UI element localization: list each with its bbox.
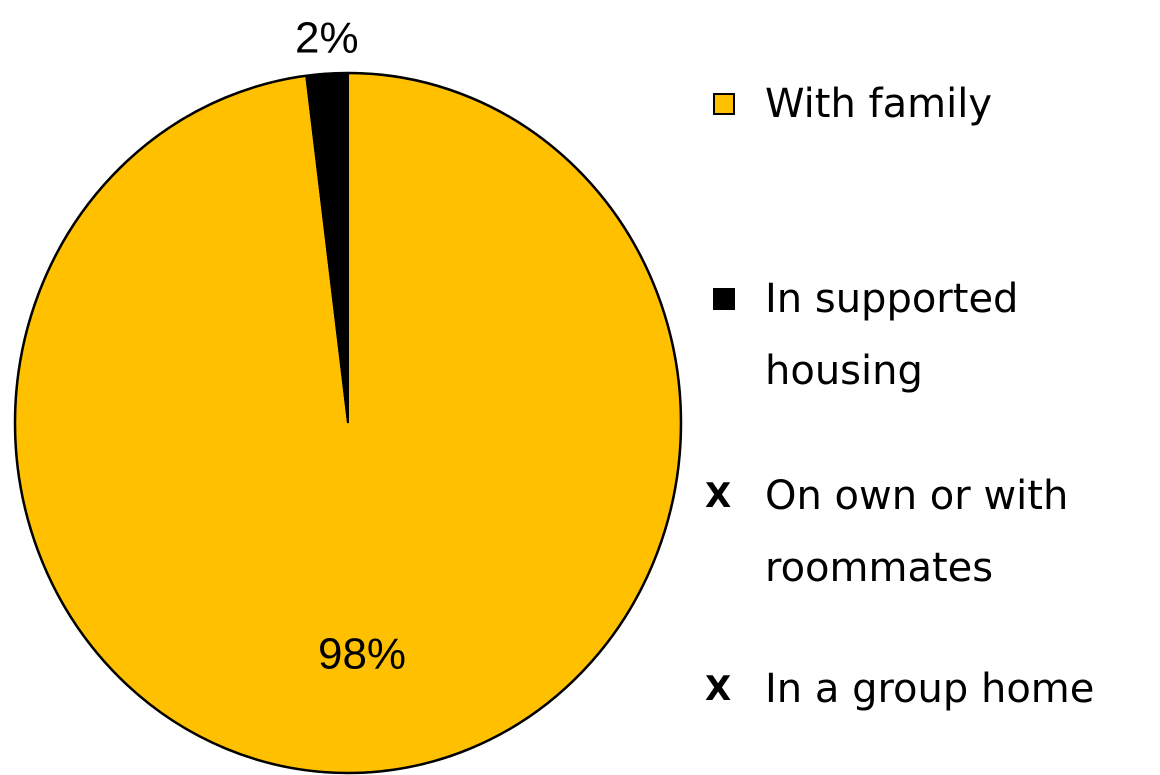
legend-marker (705, 263, 765, 335)
legend-marker (705, 68, 765, 140)
legend-swatch (713, 93, 735, 115)
legend-label: In a group home (765, 666, 1095, 712)
legend-label: In supported housing (765, 276, 1019, 394)
legend-item: X On own or with roommates (705, 460, 1135, 604)
legend-label: With family (765, 81, 992, 127)
data-label: 98% (318, 630, 406, 679)
legend-item: X In a group home (705, 653, 1135, 725)
data-label: 2% (295, 13, 359, 62)
legend-label: On own or with roommates (765, 473, 1069, 591)
chart: 98% 2% (13, 13, 683, 775)
legend-marker-text: X (705, 669, 732, 709)
legend-marker-text: X (705, 476, 732, 516)
legend-swatch (713, 288, 735, 310)
legend-item: With family (705, 68, 1135, 140)
legend-item: In supported housing (705, 263, 1135, 407)
pie-outline (13, 71, 683, 775)
